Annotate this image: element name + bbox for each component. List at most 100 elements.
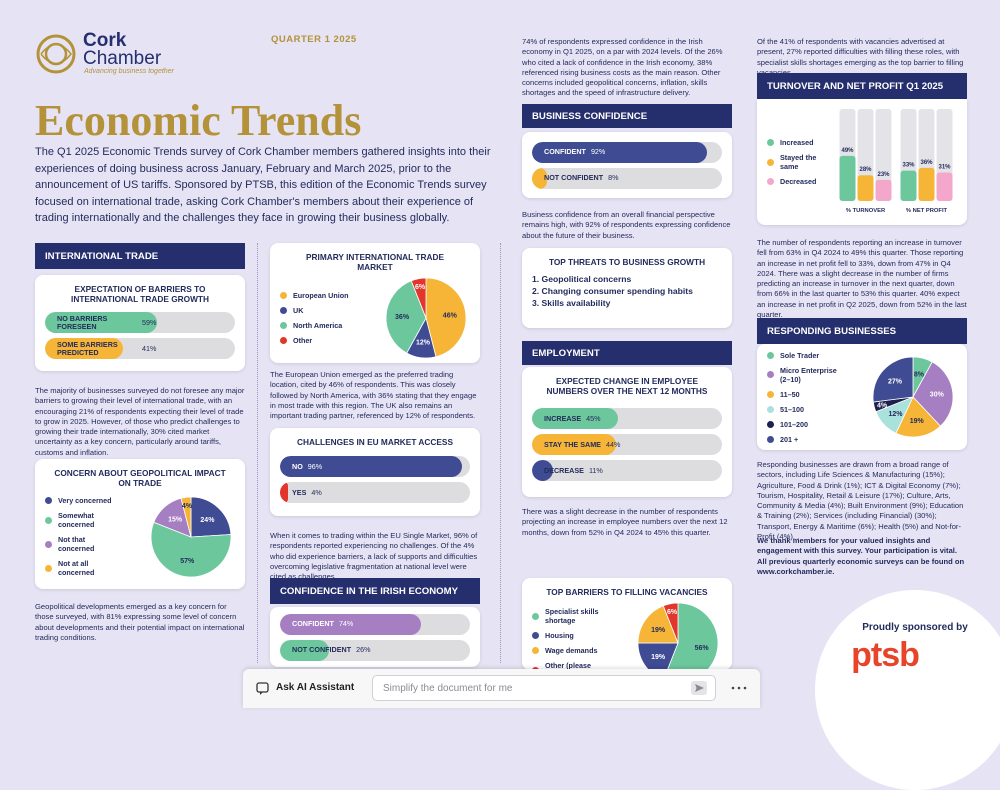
- legend-label: Sole Trader: [780, 350, 820, 360]
- bar: [45, 338, 123, 359]
- logo-line1: Cork: [83, 30, 127, 51]
- legend-label: Stayed the same: [780, 153, 817, 171]
- legend-item: Stayed the same: [767, 153, 835, 171]
- emp: EXPECTED CHANGE IN EMPLOYEE NUMBERS OVER…: [522, 367, 732, 497]
- bar: [280, 456, 463, 477]
- separator: [500, 243, 501, 663]
- bar-category: STAY THE SAME: [544, 439, 601, 449]
- pie-slice: [190, 496, 232, 537]
- pie-label: 36%: [395, 314, 410, 321]
- resp: Sole Trader Micro Enterprise (2–10) 11–50 5…: [757, 344, 967, 450]
- panel-title: PRIMARY INTERNATIONAL TRADE MARKET: [306, 252, 444, 272]
- pie-slice: [895, 396, 941, 438]
- legend-item: Housing: [532, 631, 634, 640]
- pie-label: 6%: [667, 609, 678, 616]
- bar: [532, 460, 553, 481]
- page: Cork Chamber Advancing business together…: [35, 30, 1000, 790]
- emp-text: There was a slight decrease in the numbe…: [522, 507, 728, 537]
- section-heading: EMPLOYMENT: [532, 347, 600, 359]
- legend-swatch: [767, 139, 774, 146]
- assistant-input[interactable]: Simplify the document for me: [372, 675, 716, 701]
- assistant-button[interactable]: Ask AI Assistant: [276, 682, 355, 693]
- market: PRIMARY INTERNATIONAL TRADE MARKET Europe…: [270, 243, 480, 363]
- pie-slice: [180, 496, 192, 537]
- pie-label: 19%: [651, 654, 666, 661]
- assistant-bar: Ask AI Assistant Simplify the document f…: [243, 669, 760, 708]
- more-button[interactable]: [731, 686, 747, 691]
- legend-label: Specialist skills shortage: [545, 607, 599, 625]
- legend-swatch: [280, 322, 287, 329]
- bar-label: NOT CONFIDENT 8%: [544, 168, 714, 189]
- bar: [45, 312, 158, 333]
- column-label: 33%: [902, 163, 915, 169]
- assistant-placeholder: Simplify the document for me: [383, 683, 513, 694]
- legend-item: Somewhat concerned: [45, 511, 147, 529]
- resp-text: Responding businesses are drawn from a b…: [757, 460, 964, 542]
- column: [857, 175, 874, 201]
- legend-label: Not that concerned: [58, 535, 95, 553]
- column-label: 49%: [841, 148, 854, 154]
- legend-swatch: [45, 564, 52, 572]
- bar-list: NO 96% YES 4%: [280, 449, 470, 510]
- pie-body: Specialist skills shortage Housing Wage de…: [532, 599, 722, 687]
- column: [918, 167, 935, 201]
- legend: Very concerned Somewhat concerned Not that…: [45, 496, 147, 577]
- legend-item: UK: [280, 306, 382, 315]
- bar-track: INCREASE 45%: [532, 408, 722, 429]
- section-heading: TURNOVER AND NET PROFIT Q1 2025: [767, 80, 944, 92]
- bar-label: NO BARRIERS FORESEEN 59%: [57, 312, 227, 333]
- pie-body: Sole Trader Micro Enterprise (2–10) 11–50 5…: [767, 350, 957, 444]
- legend-item: Not that concerned: [45, 535, 147, 553]
- legend-swatch: [767, 435, 774, 443]
- quarter: QUARTER 1 2025: [271, 34, 357, 45]
- pie-slice: [425, 277, 467, 358]
- assistant-icon: [256, 682, 269, 695]
- bar: [532, 141, 707, 163]
- column-body: Increased Stayed the same Decreased 49% 28% 2…: [767, 105, 957, 219]
- bar: [280, 639, 330, 661]
- legend-label: Wage demands: [545, 646, 598, 655]
- legend-label: North America: [293, 321, 343, 330]
- logo-line2: Chamber: [83, 48, 162, 69]
- bar-value: 45%: [586, 413, 601, 423]
- bar-category: NO BARRIERS FORESEEN: [57, 313, 108, 331]
- bar-value: 41%: [142, 343, 157, 353]
- legend-item: Specialist skills shortage: [532, 607, 634, 625]
- bar: [532, 408, 618, 429]
- column: [936, 172, 953, 201]
- bar-track: CONFIDENT 92%: [532, 141, 722, 163]
- legend-item: 101–200: [767, 420, 869, 429]
- turnover: Increased Stayed the same Decreased 49% 28% 2…: [757, 99, 967, 225]
- panel-title: TOP BARRIERS TO FILLING VACANCIES: [546, 587, 708, 597]
- bar: [280, 482, 288, 503]
- legend-swatch: [532, 612, 539, 620]
- legend-item: Increased: [767, 138, 835, 147]
- vac-text: Of the 41% of respondents with vacancies…: [757, 37, 964, 77]
- bar: [280, 613, 421, 635]
- barriers: EXPECTATION OF BARRIERS TO INTERNATIONAL…: [35, 275, 245, 371]
- vac: TOP BARRIERS TO FILLING VACANCIES Special…: [522, 578, 732, 684]
- pie-slice: [637, 605, 679, 644]
- legend-item: Sole Trader: [767, 351, 869, 360]
- bar-label: STAY THE SAME 44%: [544, 434, 714, 455]
- legend-label: 11–50: [780, 389, 800, 399]
- section-heading: BUSINESS CONFIDENCE: [532, 110, 648, 122]
- column-chart: 49% 28% 23% % TURNOVER 33% 36% 31% % NET PROFIT: [839, 109, 953, 214]
- legend-swatch: [767, 158, 774, 166]
- bar-track: STAY THE SAME 44%: [532, 434, 722, 455]
- pie-body: Very concerned Somewhat concerned Not that…: [45, 490, 235, 583]
- bar-category: YES: [292, 487, 307, 497]
- bar-value: 4%: [311, 487, 322, 497]
- legend-swatch: [532, 647, 539, 654]
- bar-list: CONFIDENT 92% NOT CONFIDENT 8%: [532, 138, 722, 192]
- pie-slice: [385, 280, 427, 354]
- pie-label: 4%: [182, 502, 193, 509]
- send-button[interactable]: [691, 681, 707, 695]
- pie-label: 19%: [651, 627, 666, 634]
- legend-label: 101–200: [780, 419, 808, 429]
- bar-value: 8%: [608, 173, 619, 182]
- bar-value: 44%: [605, 439, 621, 449]
- biz-text: Business confidence from an overall fina…: [522, 210, 731, 240]
- panel-title: CHALLENGES IN EU MARKET ACCESS: [297, 437, 453, 447]
- legend: Increased Stayed the same Decreased: [767, 105, 835, 219]
